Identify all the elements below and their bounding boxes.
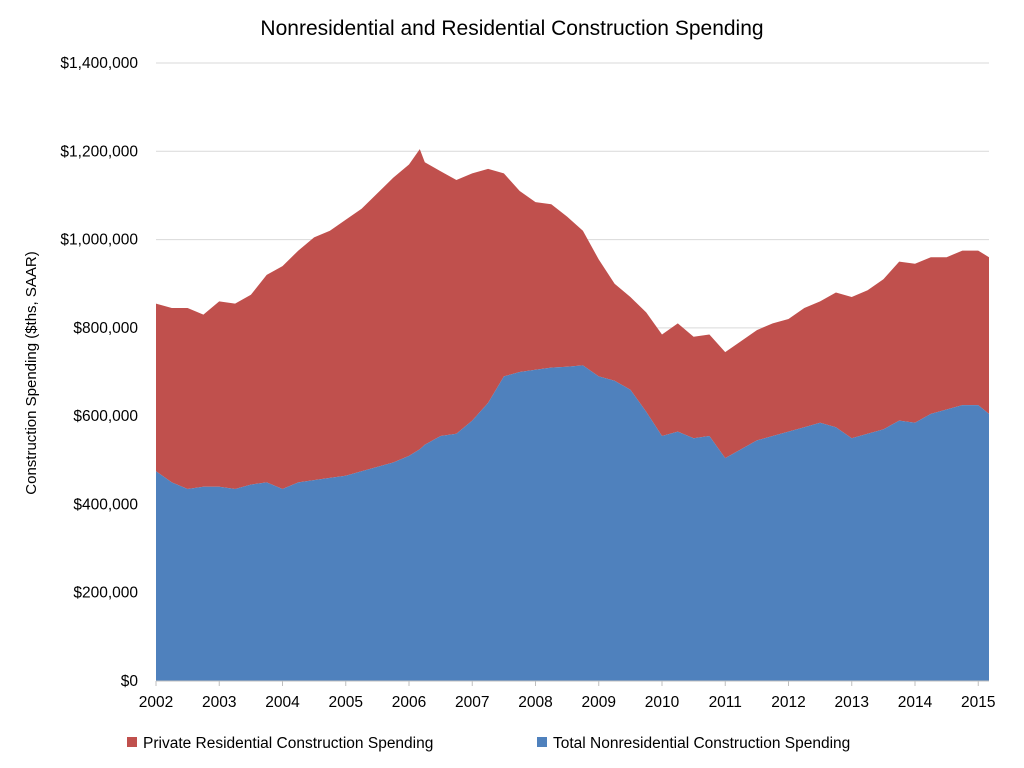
series-area-nonresidential [156,365,989,681]
y-tick-label: $0 [121,673,139,690]
y-tick-label: $200,000 [73,585,138,602]
y-axis-title: Construction Spending ($ths, SAAR) [23,251,40,494]
legend-swatch [127,737,137,747]
y-tick-label: $400,000 [73,496,138,513]
legend-item-residential: Private Residential Construction Spendin… [127,735,433,752]
x-tick-label: 2010 [645,694,680,711]
area-layer [156,149,989,681]
x-axis-ticks: 2002 2003 2004 2005 2006 2007 2008 2009 2010 2011… [139,680,995,711]
x-tick-label: 2015 [961,694,995,711]
x-tick-label: 2006 [392,694,426,711]
x-tick-label: 2005 [329,694,363,711]
x-tick-label: 2008 [518,694,552,711]
legend-label: Total Nonresidential Construction Spendi… [553,735,850,752]
series-area-residential [156,149,989,489]
x-tick-label: 2013 [835,694,869,711]
x-tick-label: 2009 [582,694,616,711]
legend: Private Residential Construction Spendin… [127,735,850,752]
x-tick-label: 2011 [709,694,742,711]
y-tick-label: $1,200,000 [60,143,138,160]
legend-item-nonresidential: Total Nonresidential Construction Spendi… [537,735,850,752]
chart-title: Nonresidential and Residential Construct… [260,17,763,40]
x-tick-label: 2012 [771,694,805,711]
x-tick-label: 2004 [265,694,300,711]
y-tick-label: $600,000 [73,408,138,425]
x-tick-label: 2007 [455,694,489,711]
legend-swatch [537,737,547,747]
y-tick-label: $800,000 [73,320,138,337]
y-tick-label: $1,400,000 [60,55,138,72]
y-axis-ticks: $0 $200,000 $400,000 $600,000 $800,000 $1,000… [60,55,138,690]
legend-label: Private Residential Construction Spendin… [143,735,433,752]
x-tick-label: 2002 [139,694,173,711]
x-tick-label: 2014 [898,694,933,711]
y-tick-label: $1,000,000 [60,232,138,249]
x-tick-label: 2003 [202,694,236,711]
